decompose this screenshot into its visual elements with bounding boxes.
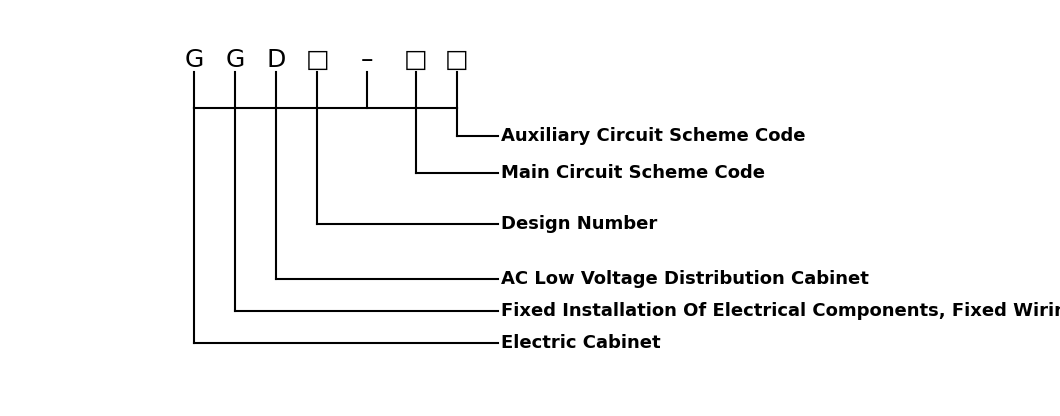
Text: Main Circuit Scheme Code: Main Circuit Scheme Code [500,164,764,182]
Text: □: □ [404,48,428,72]
Text: Electric Cabinet: Electric Cabinet [500,334,660,352]
Text: □: □ [305,48,330,72]
Text: –: – [360,48,373,72]
Text: AC Low Voltage Distribution Cabinet: AC Low Voltage Distribution Cabinet [500,270,868,288]
Text: Design Number: Design Number [500,215,657,233]
Text: D: D [266,48,286,72]
Text: G: G [226,48,245,72]
Text: Auxiliary Circuit Scheme Code: Auxiliary Circuit Scheme Code [500,127,805,146]
Text: Fixed Installation Of Electrical Components, Fixed Wiring: Fixed Installation Of Electrical Compone… [500,302,1060,320]
Text: □: □ [445,48,469,72]
Text: G: G [184,48,204,72]
